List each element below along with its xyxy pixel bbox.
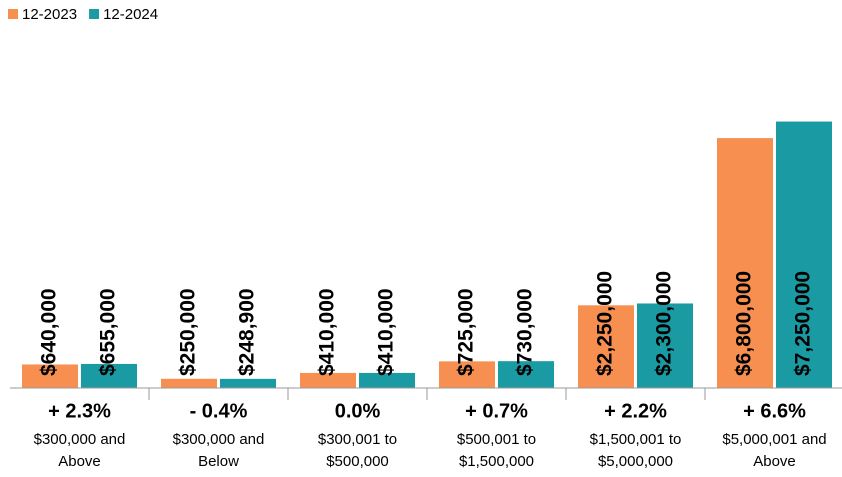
- bar: [776, 121, 832, 388]
- value-label: $250,000: [177, 288, 200, 376]
- bar: [22, 364, 78, 388]
- x-tick-label: $300,001 to $500,000: [317, 431, 398, 470]
- bar: [439, 361, 495, 388]
- bar: [161, 378, 217, 388]
- value-label: $640,000: [38, 288, 61, 376]
- x-tick-label: $1,500,001 to $5,000,000: [589, 431, 682, 470]
- bar: [578, 305, 634, 388]
- bar: [81, 363, 137, 388]
- x-tick-label: $500,001 to $1,500,000: [456, 431, 537, 470]
- bar: [359, 372, 415, 388]
- value-label: $7,250,000: [792, 271, 815, 376]
- legend-label: 12-2024: [103, 6, 158, 23]
- change-label: + 2.3%: [48, 400, 111, 422]
- bar: [498, 361, 554, 388]
- bar: [300, 372, 356, 388]
- x-tick-label: $300,000 and Above: [33, 431, 126, 470]
- value-label: $725,000: [455, 288, 478, 376]
- value-label: $655,000: [97, 288, 120, 376]
- value-label: $730,000: [514, 288, 537, 376]
- value-label: $248,900: [236, 288, 259, 376]
- value-label: $6,800,000: [733, 271, 756, 376]
- value-label: $2,250,000: [594, 271, 617, 376]
- value-label: $410,000: [375, 288, 398, 376]
- value-label: $2,300,000: [653, 271, 676, 376]
- change-label: - 0.4%: [190, 400, 248, 422]
- value-label: $410,000: [316, 288, 339, 376]
- change-label: + 6.6%: [743, 400, 806, 422]
- change-label: + 0.7%: [465, 400, 528, 422]
- x-tick-label: $5,000,001 and Above: [722, 431, 827, 470]
- legend-swatch: [89, 9, 100, 19]
- legend-label: 12-2023: [22, 6, 77, 23]
- change-label: + 2.2%: [604, 400, 667, 422]
- bar: [717, 138, 773, 388]
- bar: [220, 378, 276, 388]
- legend-swatch: [8, 9, 18, 19]
- bar: [637, 303, 693, 388]
- change-label: 0.0%: [335, 400, 381, 422]
- x-tick-label: $300,000 and Below: [172, 431, 265, 470]
